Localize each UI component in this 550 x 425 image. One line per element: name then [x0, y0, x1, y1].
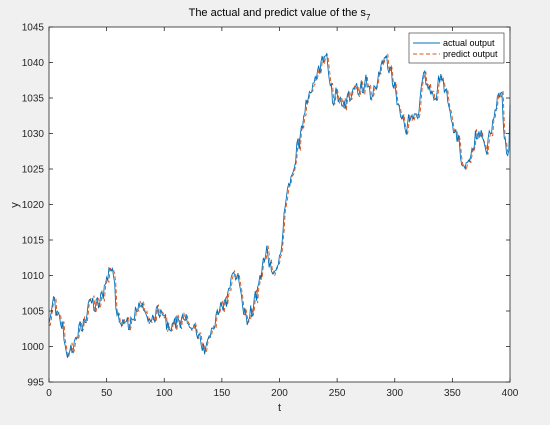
y-tick-label: 995	[27, 378, 44, 389]
y-tick-label: 1035	[22, 94, 45, 105]
y-tick-label: 1030	[22, 129, 45, 140]
chart-title-subscript: 7	[366, 13, 371, 22]
x-axis: 0 50 100 150 200 250 300 350 400	[46, 27, 519, 399]
legend-box	[408, 32, 505, 64]
legend-label-predict: predict output	[443, 49, 498, 59]
y-tick-label: 1010	[22, 271, 45, 282]
series-predict-output	[48, 52, 511, 360]
x-tick-label: 200	[271, 388, 288, 399]
x-tick-label: 400	[502, 388, 519, 399]
chart-title-main: The actual and predict value of the s	[189, 7, 367, 19]
y-axis-label: y	[9, 202, 21, 208]
x-tick-label: 0	[46, 388, 52, 399]
y-tick-label: 1025	[22, 165, 45, 176]
x-tick-label: 150	[214, 388, 231, 399]
y-tick-label: 1015	[22, 236, 45, 247]
y-tick-label: 1045	[22, 23, 45, 34]
y-tick-label: 1000	[22, 342, 45, 353]
chart-title: The actual and predict value of the s7	[189, 7, 371, 22]
x-axis-label: t	[278, 402, 281, 414]
legend-label-actual: actual output	[443, 38, 495, 48]
series-layer	[48, 52, 511, 360]
y-tick-label: 1040	[22, 58, 45, 69]
legend: actual output predict output	[408, 32, 505, 64]
x-tick-label: 250	[329, 388, 346, 399]
x-tick-label: 50	[101, 388, 113, 399]
axes-background	[49, 27, 510, 382]
x-tick-label: 350	[444, 388, 461, 399]
series-actual-output	[48, 52, 511, 358]
y-tick-label: 1005	[22, 307, 45, 318]
x-tick-label: 100	[156, 388, 173, 399]
y-axis: 995 1000 1005 1010 1015 1020 1025 1030 1035 1040 1…	[22, 23, 510, 389]
y-tick-label: 1020	[22, 200, 45, 211]
x-tick-label: 300	[386, 388, 403, 399]
